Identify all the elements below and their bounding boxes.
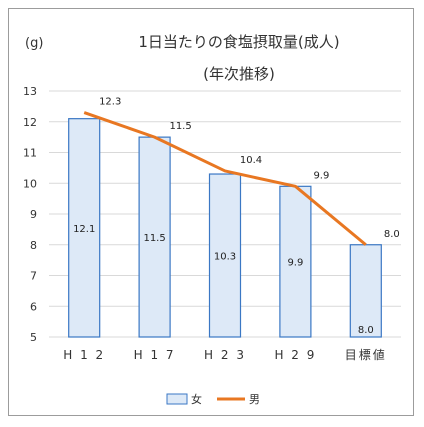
male-data-label: 10.4 xyxy=(240,155,262,166)
chart-subtitle: (年次推移) xyxy=(203,65,275,83)
male-data-label: 11.5 xyxy=(169,121,191,132)
male-data-label: 8.0 xyxy=(384,229,400,240)
y-axis-label: (g) xyxy=(25,36,43,51)
legend-swatch-female xyxy=(166,393,188,405)
bar-H12 xyxy=(68,118,101,338)
x-tick-label: H 2 9 xyxy=(274,348,316,362)
y-tick-label: 9 xyxy=(30,208,37,221)
line-series xyxy=(83,111,367,246)
chart-frame: 1日当たりの食塩摂取量(成人) (年次推移) (g) 5 6 7 8 9 10 11 12 13… xyxy=(8,8,414,416)
male-data-label: 12.3 xyxy=(99,97,121,108)
x-tick-label: 目標値 xyxy=(345,347,387,362)
female-data-label: 11.5 xyxy=(143,233,165,244)
legend-label-male: 男 xyxy=(249,393,260,406)
x-tick-label: H 1 7 xyxy=(134,348,176,362)
x-tick-labels: H 1 2 H 1 7 H 2 3 H 2 9 目標値 xyxy=(63,347,387,362)
bar-H23 xyxy=(208,173,242,338)
y-tick-label: 11 xyxy=(23,147,37,160)
legend: 女 男 xyxy=(166,392,260,406)
y-tick-label: 12 xyxy=(23,116,37,129)
chart-title: 1日当たりの食塩摂取量(成人) xyxy=(138,33,339,51)
x-tick-label: H 2 3 xyxy=(204,348,246,362)
chart-svg: 1日当たりの食塩摂取量(成人) (年次推移) (g) 5 6 7 8 9 10 11 12 13… xyxy=(23,33,401,406)
y-tick-label: 10 xyxy=(23,177,37,190)
y-tick-labels: 5 6 7 8 9 10 11 12 13 xyxy=(23,85,37,344)
y-tick-label: 5 xyxy=(30,331,37,344)
female-data-label: 12.1 xyxy=(73,224,95,235)
y-tick-label: 8 xyxy=(30,239,37,252)
y-tick-label: 13 xyxy=(23,85,37,98)
y-tick-label: 7 xyxy=(30,270,37,283)
male-line xyxy=(83,111,367,246)
female-data-label: 9.9 xyxy=(287,258,303,269)
bars xyxy=(68,118,382,338)
data-labels: 12.3 11.5 10.4 9.9 8.0 12.1 11.5 10.3 9.9 8.0 xyxy=(73,97,400,336)
legend-label-female: 女 xyxy=(191,392,202,406)
x-tick-label: H 1 2 xyxy=(63,348,105,362)
bar-H17 xyxy=(138,136,171,338)
male-data-label: 9.9 xyxy=(313,170,329,181)
bar-H29 xyxy=(279,185,312,338)
female-data-label: 10.3 xyxy=(214,252,236,263)
bar-目標値 xyxy=(349,244,382,338)
female-data-label: 8.0 xyxy=(358,325,374,336)
y-tick-label: 6 xyxy=(30,300,37,313)
